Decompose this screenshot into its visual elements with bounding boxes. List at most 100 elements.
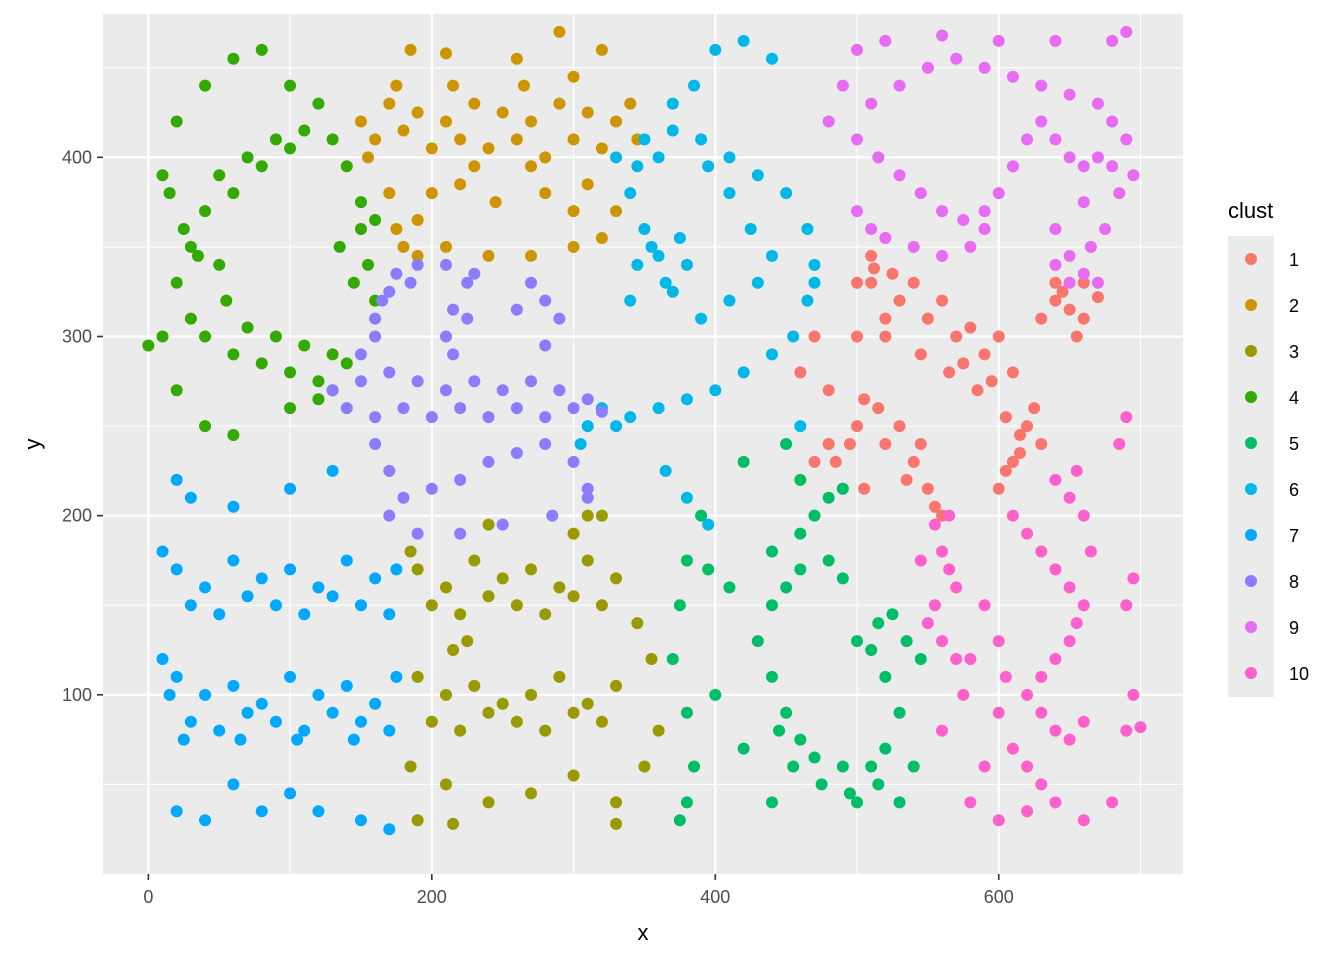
point-cluster-1 <box>829 455 842 468</box>
point-cluster-6 <box>801 294 814 307</box>
point-cluster-10 <box>1063 733 1076 746</box>
point-cluster-6 <box>624 294 637 307</box>
point-cluster-8 <box>383 464 396 477</box>
point-cluster-5 <box>872 617 885 630</box>
point-cluster-2 <box>390 223 403 235</box>
point-cluster-5 <box>865 760 878 773</box>
point-cluster-4 <box>369 214 382 227</box>
point-cluster-5 <box>851 796 864 809</box>
point-cluster-10 <box>1070 617 1083 630</box>
point-cluster-5 <box>780 438 793 450</box>
legend-label-3: 3 <box>1289 342 1299 362</box>
point-cluster-5 <box>907 760 920 773</box>
point-cluster-8 <box>510 446 523 459</box>
point-cluster-6 <box>808 258 821 271</box>
point-cluster-7 <box>227 500 240 513</box>
point-cluster-3 <box>439 778 452 791</box>
point-cluster-7 <box>326 590 339 603</box>
point-cluster-8 <box>369 312 382 325</box>
point-cluster-8 <box>468 267 481 280</box>
point-cluster-4 <box>199 420 212 433</box>
point-cluster-4 <box>213 169 226 182</box>
point-cluster-7 <box>255 572 268 585</box>
point-cluster-9 <box>1063 88 1076 101</box>
point-cluster-9 <box>893 169 906 182</box>
point-cluster-9 <box>851 133 864 146</box>
point-cluster-7 <box>326 706 339 719</box>
legend-label-2: 2 <box>1289 296 1299 316</box>
point-cluster-7 <box>369 572 382 585</box>
point-cluster-6 <box>638 133 651 146</box>
point-cluster-4 <box>227 348 240 361</box>
point-cluster-10 <box>1021 805 1034 818</box>
point-cluster-1 <box>1006 455 1019 468</box>
point-cluster-10 <box>1035 670 1048 683</box>
legend-key-4 <box>1245 391 1257 403</box>
point-cluster-4 <box>241 151 254 164</box>
point-cluster-7 <box>177 733 190 746</box>
point-cluster-1 <box>1077 312 1090 325</box>
point-cluster-3 <box>581 554 594 567</box>
point-cluster-3 <box>482 706 495 719</box>
point-cluster-6 <box>709 43 722 56</box>
point-cluster-6 <box>765 249 778 262</box>
point-cluster-9 <box>1127 169 1140 182</box>
point-cluster-3 <box>638 760 651 773</box>
point-cluster-3 <box>411 563 424 576</box>
point-cluster-10 <box>1006 509 1019 522</box>
point-cluster-5 <box>765 545 778 558</box>
point-cluster-2 <box>383 97 396 110</box>
point-cluster-8 <box>525 375 538 388</box>
point-cluster-8 <box>581 482 594 495</box>
point-cluster-9 <box>865 97 878 110</box>
point-cluster-2 <box>581 178 594 191</box>
point-cluster-6 <box>666 97 679 110</box>
point-cluster-6 <box>645 240 658 253</box>
point-cluster-5 <box>737 455 750 468</box>
point-cluster-1 <box>1091 291 1104 304</box>
point-cluster-4 <box>284 79 297 92</box>
point-cluster-2 <box>496 106 509 119</box>
point-cluster-6 <box>780 187 793 200</box>
point-cluster-6 <box>695 133 708 146</box>
point-cluster-5 <box>865 644 878 657</box>
point-cluster-1 <box>907 276 920 289</box>
point-cluster-8 <box>397 402 410 415</box>
point-cluster-4 <box>354 223 367 235</box>
point-cluster-6 <box>709 384 722 397</box>
point-cluster-2 <box>468 97 481 110</box>
point-cluster-3 <box>610 679 623 692</box>
point-cluster-4 <box>213 258 226 271</box>
point-cluster-3 <box>454 608 467 621</box>
point-cluster-2 <box>439 115 452 128</box>
point-cluster-4 <box>340 357 353 370</box>
point-cluster-3 <box>645 653 658 665</box>
point-cluster-9 <box>1021 133 1034 146</box>
point-cluster-5 <box>822 554 835 567</box>
point-cluster-3 <box>425 599 438 612</box>
x-tick-label: 400 <box>700 887 730 907</box>
point-cluster-8 <box>447 303 460 316</box>
point-cluster-9 <box>1035 79 1048 92</box>
point-cluster-2 <box>454 178 467 191</box>
point-cluster-6 <box>737 366 750 379</box>
point-cluster-3 <box>631 617 644 630</box>
point-cluster-9 <box>936 249 949 262</box>
point-cluster-1 <box>1070 330 1083 343</box>
point-cluster-2 <box>610 115 623 128</box>
point-cluster-6 <box>723 294 736 307</box>
point-cluster-3 <box>411 670 424 683</box>
point-cluster-8 <box>376 294 389 307</box>
point-cluster-8 <box>383 285 396 298</box>
point-cluster-9 <box>851 205 864 218</box>
point-cluster-9 <box>992 187 1005 200</box>
point-cluster-4 <box>170 276 183 289</box>
point-cluster-3 <box>468 679 481 692</box>
point-cluster-5 <box>680 796 693 809</box>
point-cluster-5 <box>879 742 892 755</box>
point-cluster-7 <box>298 608 311 621</box>
point-cluster-8 <box>383 509 396 522</box>
point-cluster-3 <box>567 769 580 782</box>
point-cluster-10 <box>978 599 991 612</box>
grid-major <box>103 14 1183 874</box>
